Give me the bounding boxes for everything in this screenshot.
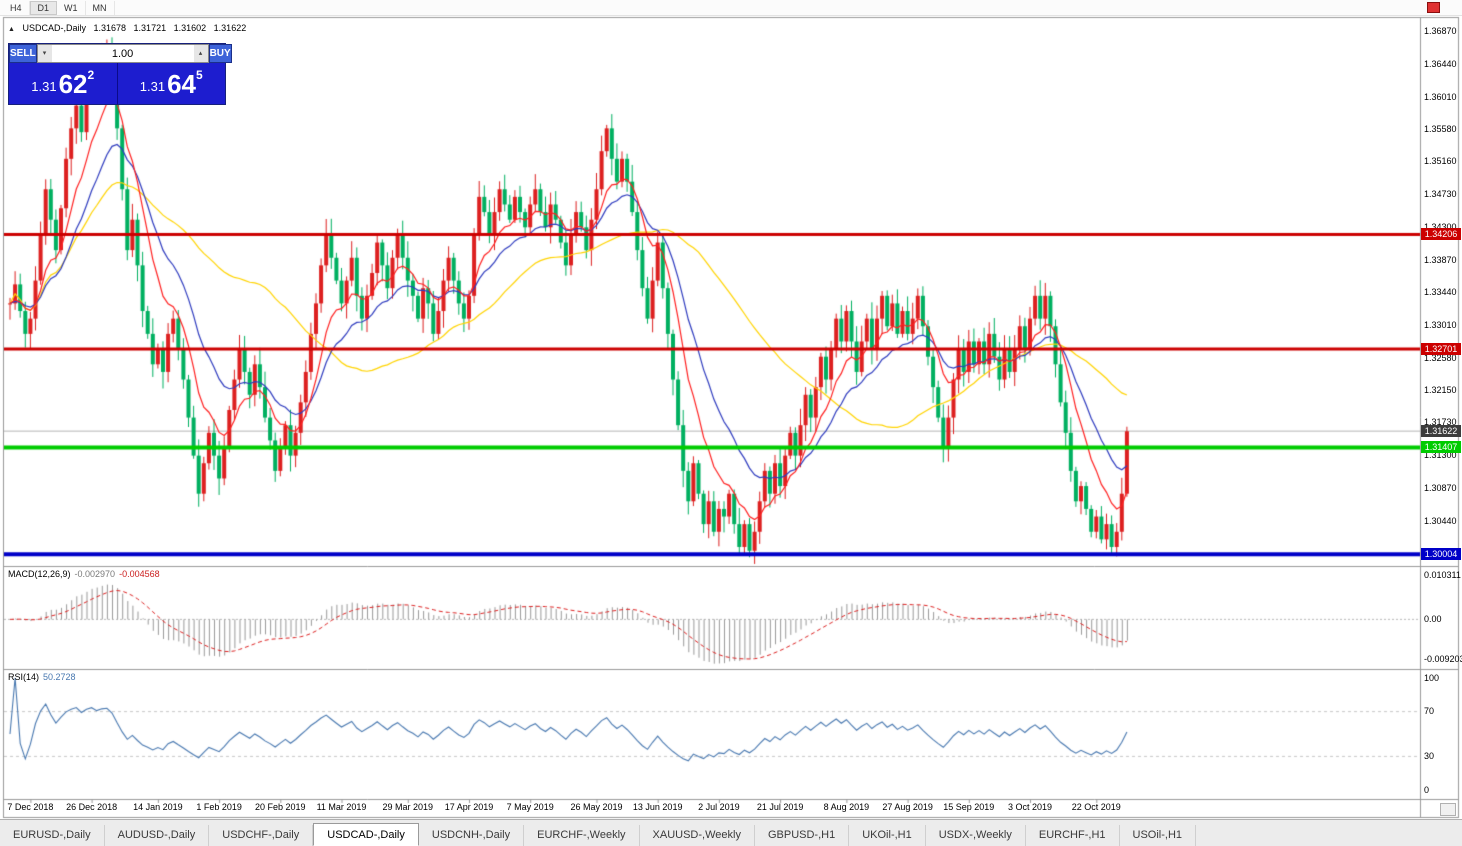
symbol-tab-usdcad-daily[interactable]: USDCAD-,Daily bbox=[313, 823, 419, 846]
symbol-tab-usdchf-daily[interactable]: USDCHF-,Daily bbox=[209, 825, 314, 846]
close-value: 1.31622 bbox=[213, 23, 247, 33]
scrollbar-thumb[interactable] bbox=[1440, 803, 1456, 816]
buy-price-prefix: 1.31 bbox=[139, 79, 166, 94]
symbol-tab-usdcnh-daily[interactable]: USDCNH-,Daily bbox=[419, 825, 525, 846]
symbol-tab-usoil-h1[interactable]: USOil-,H1 bbox=[1120, 825, 1197, 846]
sell-price-display[interactable]: 1.31 62 2 bbox=[9, 63, 117, 104]
buy-price-main: 64 bbox=[167, 68, 197, 99]
one-click-trading-panel: SELL ▾ ▴ BUY 1.31 62 2 1.31 64 5 bbox=[8, 43, 232, 105]
timeframe-button-d1[interactable]: D1 bbox=[29, 0, 58, 15]
volume-input[interactable] bbox=[51, 45, 194, 62]
timeframe-button-w1[interactable]: W1 bbox=[57, 0, 86, 15]
symbol-tab-audusd-daily[interactable]: AUDUSD-,Daily bbox=[105, 825, 210, 846]
volume-increment-button[interactable]: ▴ bbox=[193, 45, 208, 62]
red-marker-icon[interactable] bbox=[1427, 2, 1440, 13]
buy-price-display[interactable]: 1.31 64 5 bbox=[116, 63, 226, 104]
sell-price-main: 62 bbox=[58, 68, 88, 99]
sell-price-pipette: 2 bbox=[87, 68, 95, 82]
rsi-indicator-label: RSI(14) 50.2728 bbox=[8, 672, 80, 682]
collapse-arrow-icon[interactable]: ▲ bbox=[8, 26, 15, 33]
macd-name: MACD(12,26,9) bbox=[8, 569, 71, 579]
timeframe-button-mn[interactable]: MN bbox=[86, 0, 115, 15]
timeframe-buttons: H4 D1 W1 MN bbox=[3, 0, 115, 15]
macd-main-value: -0.002970 bbox=[74, 569, 116, 579]
symbol-name: USDCAD-,Daily bbox=[22, 23, 86, 33]
buy-price-pipette: 5 bbox=[196, 68, 203, 82]
rsi-name: RSI(14) bbox=[8, 672, 40, 682]
buy-button[interactable]: BUY bbox=[208, 44, 232, 63]
symbol-tab-eurchf-weekly[interactable]: EURCHF-,Weekly bbox=[524, 825, 640, 846]
timeframe-button-h4[interactable]: H4 bbox=[3, 0, 30, 15]
low-value: 1.31602 bbox=[173, 23, 207, 33]
symbol-tab-xauusd-weekly[interactable]: XAUUSD-,Weekly bbox=[640, 825, 755, 846]
high-value: 1.31721 bbox=[133, 23, 167, 33]
symbol-tab-gbpusd-h1[interactable]: GBPUSD-,H1 bbox=[755, 825, 850, 846]
volume-stepper: ▾ ▴ bbox=[36, 44, 209, 63]
chart-title: ▲ USDCAD-,Daily 1.31678 1.31721 1.31602 … bbox=[8, 23, 251, 33]
macd-signal-value: -0.004568 bbox=[119, 569, 160, 579]
symbol-tab-ukoil-h1[interactable]: UKOil-,H1 bbox=[849, 825, 926, 846]
timeframe-toolbar: H4 D1 W1 MN bbox=[0, 0, 1462, 16]
symbol-tab-eurchf-h1[interactable]: EURCHF-,H1 bbox=[1026, 825, 1120, 846]
symbol-tab-eurusd-daily[interactable]: EURUSD-,Daily bbox=[0, 825, 105, 846]
volume-decrement-button[interactable]: ▾ bbox=[37, 45, 52, 62]
macd-indicator-label: MACD(12,26,9) -0.002970 -0.004568 bbox=[8, 569, 164, 579]
symbol-tab-usdx-weekly[interactable]: USDX-,Weekly bbox=[926, 825, 1026, 846]
sell-button[interactable]: SELL bbox=[9, 44, 37, 63]
open-value: 1.31678 bbox=[93, 23, 127, 33]
sell-price-prefix: 1.31 bbox=[31, 79, 57, 94]
rsi-value: 50.2728 bbox=[43, 672, 76, 682]
chart-tabs-bar: EURUSD-,Daily AUDUSD-,Daily USDCHF-,Daily U… bbox=[0, 819, 1462, 846]
